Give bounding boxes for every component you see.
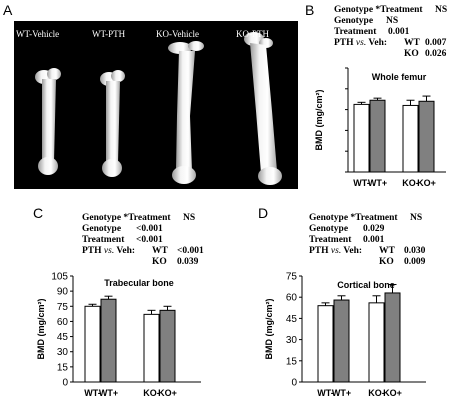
stats-block-b: Genotype *Treatment NS Genotype NS Treatme… [334, 5, 452, 60]
chart-title: Cortical bone [337, 280, 395, 290]
bar-koplus [159, 309, 176, 383]
stat-treatment-label: Treatment [82, 235, 125, 245]
stat-treatment-label: Treatment [309, 235, 352, 245]
x-category-label: KO- [368, 388, 385, 398]
y-tick-label: 30 [286, 335, 298, 346]
bar-kominus [402, 104, 419, 173]
stat-treatment-label: Treatment [334, 27, 377, 37]
y-tick-label: 0 [62, 378, 68, 389]
x-category-label: KO+ [417, 178, 436, 188]
y-tick-label: 45 [286, 314, 298, 325]
stat-interaction-value: NS [435, 5, 448, 15]
x-category-label: KO+ [158, 388, 177, 398]
label-ko-vehicle: KO-Vehicle [156, 29, 199, 39]
chart-cortical-bone: 0 15 30 45 60 75 BMD (mg/cm²) Cortical bone WT-W… [264, 272, 426, 398]
bar-koplus [418, 100, 435, 173]
y-axis-label: BMD (mg/cm²) [264, 299, 274, 360]
stat-genotype-value: 0.029 [363, 224, 385, 234]
chart-whole-femur: BMD (mg/cm²) Whole femur WT-WT+ KO-KO+ [314, 67, 446, 188]
x-category-label: WT- [317, 388, 334, 398]
x-category-label: KO+ [383, 388, 402, 398]
femur-wt-vehicle [35, 68, 61, 175]
chart-title: Whole femur [372, 72, 427, 82]
x-category-label: KO- [143, 388, 160, 398]
label-wt-pth: WT-PTH [92, 29, 126, 39]
y-tick-label: 75 [286, 272, 298, 283]
bar-wtminus [84, 305, 101, 383]
y-tick-label: 75 [57, 302, 69, 313]
y-tick-label: 60 [286, 293, 298, 304]
x-category-label: WT- [353, 178, 370, 188]
stat-interaction-value: NS [410, 213, 423, 223]
stat-ko-label: KO [404, 49, 419, 59]
y-tick-label: 105 [51, 272, 68, 283]
stat-ko-value: 0.026 [425, 49, 447, 59]
stat-ko-label: KO [152, 257, 167, 267]
chart-title: Trabecular bone [104, 278, 174, 288]
bar-kominus [143, 313, 160, 383]
stat-interaction-label: Genotype *Treatment [309, 213, 398, 223]
bar-wtminus [353, 103, 370, 173]
stat-pth-label: PTH vs. Veh: [309, 246, 363, 256]
femur-xray-drawing [35, 32, 282, 185]
x-category-label: WT- [84, 388, 101, 398]
stat-interaction-label: Genotype *Treatment [334, 5, 423, 15]
bar-wtplus [100, 298, 117, 383]
stat-treatment-value: 0.001 [388, 27, 410, 37]
stat-ko-label: KO [379, 257, 394, 267]
stat-ko-value: 0.009 [404, 257, 426, 267]
femur-xray-image: WT-Vehicle WT-PTH KO-Vehicle KO-PTH [14, 21, 298, 189]
x-category-label: WT+ [99, 388, 118, 398]
y-tick-label: 15 [286, 356, 298, 367]
y-tick-label: 60 [57, 317, 69, 328]
y-axis-label: BMD (mg/cm²) [36, 299, 46, 360]
stat-wt-value: 0.030 [404, 246, 426, 256]
stat-pth-label: PTH vs. Veh: [334, 38, 388, 48]
y-tick-label: 90 [57, 287, 69, 298]
stat-wt-value: <0.001 [177, 246, 204, 256]
stat-genotype-value: NS [386, 16, 399, 26]
x-category-label: KO- [402, 178, 419, 188]
bar-wtminus [317, 305, 334, 383]
y-tick-label: 15 [57, 362, 69, 373]
stat-pth-label: PTH vs. Veh: [82, 246, 136, 256]
stat-wt-label: WT [404, 38, 420, 48]
bar-wtplus [369, 99, 386, 173]
stat-wt-label: WT [379, 246, 395, 256]
panel-letter-d: D [258, 205, 269, 221]
femur-ko-vehicle [168, 41, 204, 184]
stat-treatment-value: <0.001 [136, 235, 163, 245]
stat-genotype-label: Genotype [334, 16, 374, 26]
bar-koplus [384, 292, 401, 383]
panel-letter-a: A [3, 2, 13, 18]
stat-genotype-value: <0.001 [136, 224, 163, 234]
stat-genotype-label: Genotype [82, 224, 122, 234]
stats-block-d: Genotype *Treatment NS Genotype 0.029 Trea… [309, 213, 452, 268]
panel-letter-b: B [305, 2, 315, 18]
x-category-label: WT+ [368, 178, 387, 188]
stat-wt-value: 0.007 [425, 38, 447, 48]
stat-treatment-value: 0.001 [363, 235, 385, 245]
chart-trabecular-bone: 0 15 30 45 60 75 90 105 BMD (mg/cm²) Trabecular b… [36, 272, 201, 398]
bar-wtplus [333, 299, 350, 383]
label-wt-vehicle: WT-Vehicle [16, 29, 60, 39]
bar-kominus [368, 302, 385, 383]
y-axis-label: BMD (mg/cm²) [314, 90, 324, 151]
x-category-label: WT+ [332, 388, 351, 398]
stat-interaction-label: Genotype *Treatment [82, 213, 171, 223]
stat-interaction-value: NS [183, 213, 196, 223]
femur-wt-pth [100, 70, 125, 177]
stat-genotype-label: Genotype [309, 224, 349, 234]
y-tick-label: 45 [57, 332, 69, 343]
femur-ko-pth [244, 32, 282, 185]
y-tick-label: 30 [57, 347, 69, 358]
stat-wt-label: WT [152, 246, 168, 256]
stats-block-c: Genotype *Treatment NS Genotype <0.001 Tre… [82, 213, 252, 268]
label-ko-pth: KO-PTH [236, 29, 269, 39]
stat-ko-value: 0.039 [177, 257, 199, 267]
y-tick-label: 0 [291, 378, 297, 389]
panel-letter-c: C [33, 205, 44, 221]
